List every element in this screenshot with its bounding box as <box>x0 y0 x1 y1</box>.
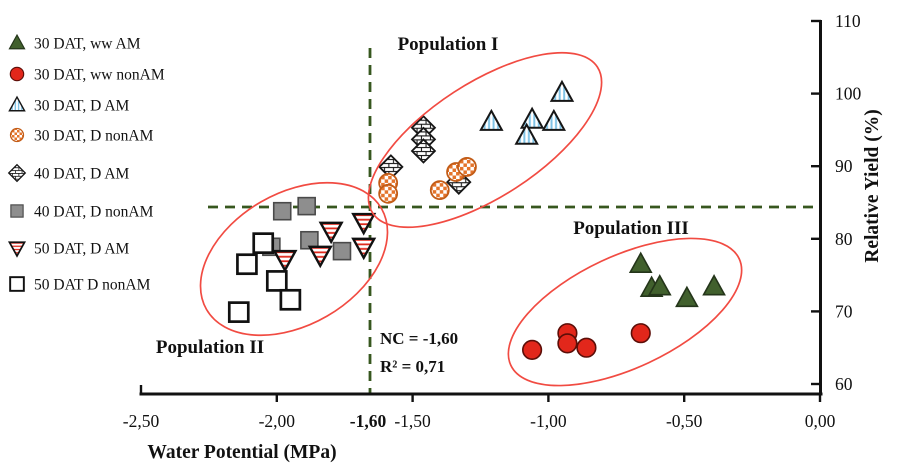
legend-item: 50 DAT D nonAM <box>9 276 151 294</box>
series-triangle-green <box>628 251 726 308</box>
data-point <box>318 221 344 245</box>
population-ellipses <box>199 51 743 387</box>
data-point <box>252 232 275 255</box>
nc-tick-label: -1,60 <box>350 411 387 431</box>
data-point <box>479 108 504 131</box>
data-point <box>300 230 319 250</box>
data-point <box>576 337 597 358</box>
y-tick-label: 60 <box>835 374 853 394</box>
data-point <box>351 237 377 261</box>
legend-item-label: 40 DAT, D nonAM <box>34 204 154 221</box>
y-tick-label: 110 <box>835 11 861 31</box>
legend-marker-circle-orangechecker <box>9 127 25 143</box>
data-point <box>514 122 539 145</box>
population-1-ellipse <box>367 51 603 229</box>
legend: 30 DAT, ww AM 30 DAT, ww nonAM 30 DAT, D A… <box>7 33 165 294</box>
r2-annotation: R² = 0,71 <box>380 357 445 376</box>
data-point <box>297 196 316 216</box>
y-tick-label: 100 <box>835 84 862 104</box>
legend-item-label: 50 DAT, D AM <box>34 241 130 258</box>
y-axis-title: Relative Yield (%) <box>862 109 883 262</box>
data-point <box>378 183 399 204</box>
legend-item: 40 DAT, D nonAM <box>10 204 154 221</box>
data-point <box>628 251 653 274</box>
population-3-ellipse <box>507 237 743 387</box>
population-2-ellipse <box>199 181 389 337</box>
data-point <box>351 212 377 236</box>
legend-item: 30 DAT, ww AM <box>8 33 141 53</box>
data-point <box>457 157 477 177</box>
axes: -2,50 -2,00 -1,50 -1,00 -0,50 0,00 110 100 90 80 7… <box>123 11 862 431</box>
data-point <box>272 201 292 221</box>
data-point <box>236 253 258 276</box>
legend-marker-circle-red <box>9 66 25 82</box>
legend-item-label: 50 DAT D nonAM <box>34 277 151 294</box>
legend-marker-diamond-brick <box>7 163 27 183</box>
data-point <box>307 245 333 269</box>
data-point <box>429 180 450 201</box>
data-point <box>265 270 288 292</box>
legend-item-label: 30 DAT, D nonAM <box>34 128 154 145</box>
legend-item: 30 DAT, D AM <box>8 95 130 115</box>
legend-item: 50 DAT, D AM <box>7 241 130 258</box>
x-tick-label: -1,00 <box>530 411 567 431</box>
y-tick-label: 70 <box>835 301 853 321</box>
data-point <box>557 333 578 354</box>
series-square-open <box>227 232 302 323</box>
data-point <box>549 79 575 102</box>
population-1-label: Population I <box>398 34 499 55</box>
legend-marker-triangledown-redstripe <box>7 241 27 258</box>
legend-item-label: 30 DAT, D AM <box>34 98 130 115</box>
x-tick-label: -0,50 <box>666 411 703 431</box>
nc-annotation: NC = -1,60 <box>380 329 458 348</box>
data-point <box>522 339 543 360</box>
data-point <box>272 249 298 273</box>
series-triangle-bluestripe <box>479 79 575 145</box>
legend-item: 30 DAT, D nonAM <box>9 127 154 145</box>
x-axis-title: Water Potential (MPa) <box>147 442 336 463</box>
legend-marker-triangle-bluestripe <box>8 95 26 112</box>
data-point <box>630 323 651 344</box>
legend-marker-triangle-green <box>8 33 26 50</box>
legend-item: 40 DAT, D AM <box>7 163 130 183</box>
legend-item-label: 30 DAT, ww nonAM <box>34 67 165 84</box>
reference-lines <box>208 48 820 394</box>
population-3-label: Population III <box>573 218 689 239</box>
data-points <box>227 79 726 360</box>
population-2-label: Population II <box>156 337 264 358</box>
x-tick-label: 0,00 <box>805 411 836 431</box>
legend-item-label: 30 DAT, ww AM <box>34 36 141 53</box>
data-point <box>702 274 726 296</box>
data-point <box>675 285 699 308</box>
data-point <box>227 301 250 323</box>
series-circle-orangechecker <box>378 157 477 204</box>
data-point <box>410 138 437 164</box>
data-point <box>647 274 672 296</box>
legend-marker-square-open <box>9 276 25 292</box>
legend-item: 30 DAT, ww nonAM <box>9 66 165 84</box>
y-tick-label: 80 <box>835 229 853 249</box>
legend-marker-square-gray <box>10 204 24 218</box>
chart-layers: -2,50 -2,00 -1,50 -1,00 -0,50 0,00 110 100 90 80 7… <box>7 11 862 431</box>
data-point <box>279 288 302 311</box>
x-tick-label: -2,50 <box>123 411 160 431</box>
series-triangledown-redstripe <box>272 212 377 273</box>
y-tick-label: 90 <box>835 156 853 176</box>
data-point <box>332 241 352 261</box>
series-diamond-brick <box>378 114 472 195</box>
data-point <box>541 108 567 131</box>
data-point <box>519 106 545 129</box>
legend-item-label: 40 DAT, D AM <box>34 166 130 183</box>
series-circle-red <box>522 323 651 360</box>
x-tick-label: -2,00 <box>259 411 296 431</box>
x-tick-label: -1,50 <box>394 411 431 431</box>
